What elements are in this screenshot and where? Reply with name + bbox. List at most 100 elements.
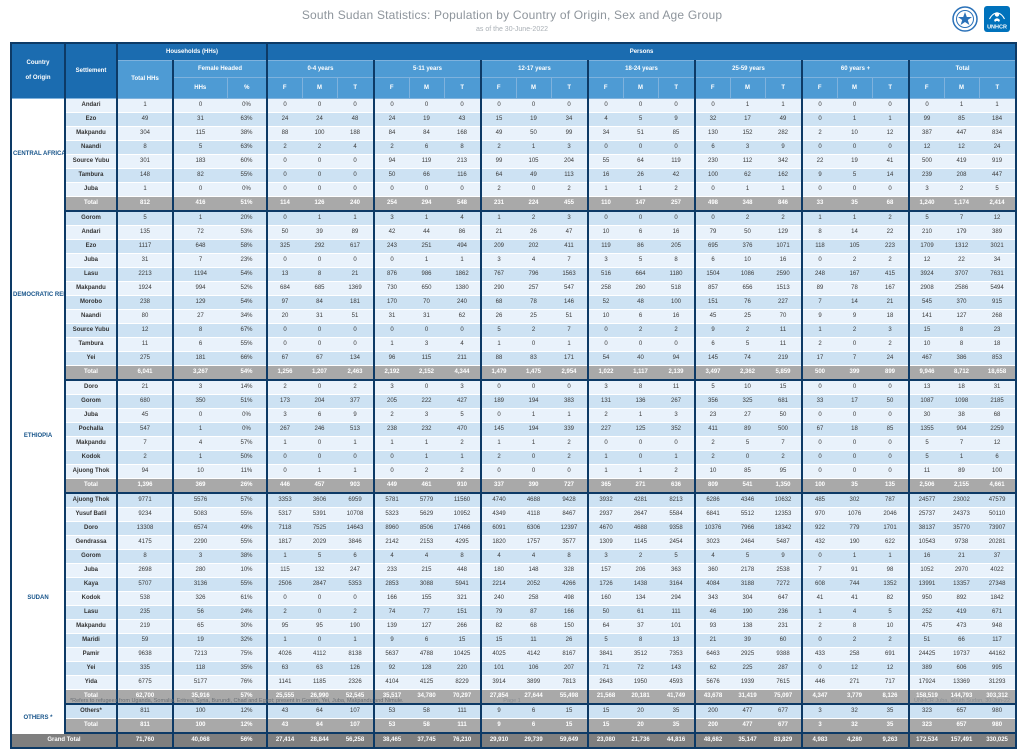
value-cell: 3021 (979, 239, 1017, 254)
value-cell: 294 (409, 196, 444, 212)
value-cell: 227 (588, 422, 623, 437)
value-cell: 1504 (695, 267, 730, 282)
value-cell: 33 (802, 394, 837, 409)
col-header-f: F (373, 77, 410, 99)
value-cell: 1 (337, 633, 375, 648)
value-cell: 146 (551, 295, 589, 310)
value-cell: 0 (516, 450, 551, 465)
value-cell: 8 (173, 323, 227, 338)
value-cell: 4 (516, 549, 551, 564)
value-cell: 85 (730, 464, 765, 479)
value-cell: 112 (730, 154, 765, 169)
value-cell: 4788 (409, 647, 444, 662)
value-cell: 2 (551, 182, 589, 197)
value-cell: 247 (337, 563, 375, 578)
value-cell: 11 (765, 337, 803, 352)
table-row: Kaya 5707 3136 55% 2506 2847 5353 2853 3088 5941 2… (11, 577, 1017, 592)
value-cell: 915 (979, 295, 1017, 310)
value-cell: 4104 (374, 675, 409, 690)
grand-total-value: 83,829 (765, 732, 803, 748)
settlement-cell: Andari (65, 225, 118, 240)
value-cell: 664 (623, 267, 658, 282)
value-cell: 232 (409, 422, 444, 437)
value-cell: 194 (516, 394, 551, 409)
value-cell: 8213 (658, 492, 696, 508)
table-body: Central African RepublicAndari100%000000… (11, 98, 1017, 748)
value-cell: 0 (623, 210, 658, 226)
value-cell: 95 (267, 619, 302, 634)
value-cell: 685 (302, 281, 337, 296)
value-cell: 118 (802, 239, 837, 254)
value-cell: 17924 (909, 675, 944, 690)
value-cell: 4 (588, 112, 623, 127)
value-cell: 0 (409, 182, 444, 197)
value-cell: 35 (658, 703, 696, 719)
value-cell: 853 (979, 351, 1017, 366)
value-cell: 10708 (337, 507, 375, 522)
value-cell: 268 (979, 309, 1017, 324)
value-cell: 339 (551, 422, 589, 437)
value-cell: 8 (444, 140, 482, 155)
value-cell: 5576 (173, 492, 227, 508)
value-cell: 1842 (979, 591, 1017, 606)
value-cell: 0 (267, 98, 302, 113)
value-cell: 0 (872, 182, 910, 197)
value-cell: 200 (695, 703, 730, 719)
value-cell: 248 (802, 267, 837, 282)
value-cell: 1 (409, 450, 444, 465)
value-cell: 50 (516, 126, 551, 141)
value-cell: 209 (481, 239, 516, 254)
value-cell: 85 (944, 112, 979, 127)
value-cell: 3 (267, 408, 302, 423)
table-row: Others * Others* 811 100 12% 43 64 107 53 58 111 9 6… (11, 703, 1017, 733)
value-cell: 6463 (695, 647, 730, 662)
value-cell: 54 (588, 351, 623, 366)
value-cell: 9428 (551, 492, 589, 508)
value-cell: 39 (302, 225, 337, 240)
value-cell: 75,097 (765, 689, 803, 705)
value-cell: 5353 (337, 577, 375, 592)
value-cell: 2,139 (658, 365, 696, 381)
value-cell: 5 (730, 436, 765, 451)
value-cell: 105 (837, 239, 872, 254)
value-cell: 21 (117, 379, 174, 395)
table-row: Morobo 238 129 54% 97 84 181 170 70 240 68 78 146 52 4… (11, 295, 1017, 310)
value-cell: 2 (551, 436, 589, 451)
col-header-m: M (515, 77, 552, 99)
value-cell: 10 (695, 464, 730, 479)
value-cell: 58 (409, 703, 444, 719)
value-cell: 7 (173, 253, 227, 268)
value-cell: 4118 (516, 507, 551, 522)
value-cell: 37 (979, 549, 1017, 564)
value-cell: 377 (337, 394, 375, 409)
value-cell: 787 (872, 492, 910, 508)
value-cell: 7 (837, 351, 872, 366)
value-cell: 267 (658, 394, 696, 409)
value-cell: 0 (837, 337, 872, 352)
section-total-row: Total 811 100 12% 43 64 107 53 58 111 9 6 15 15 20 35 20… (11, 718, 1017, 734)
value-cell: 1 (765, 98, 803, 113)
value-cell: 0% (227, 408, 268, 423)
value-cell: 9 (837, 309, 872, 324)
value-cell: 1 (117, 182, 174, 197)
value-cell: 3164 (658, 577, 696, 592)
table-row: Source Yubu 301 183 60% 0 0 0 94 119 213 99 105 204 5… (11, 154, 1017, 169)
value-cell: 111 (444, 703, 482, 719)
value-cell: 107 (337, 703, 375, 719)
value-cell: 205 (374, 394, 409, 409)
value-cell: 63% (227, 140, 268, 155)
value-cell: 271 (623, 478, 658, 494)
value-cell: 2590 (765, 267, 803, 282)
value-cell: 0 (337, 323, 375, 338)
value-cell: 0 (302, 253, 337, 268)
value-cell: 166 (374, 591, 409, 606)
value-cell: 5 (623, 253, 658, 268)
value-cell: 919 (979, 154, 1017, 169)
value-cell: 4,347 (802, 689, 837, 705)
value-cell: 267 (267, 422, 302, 437)
value-cell: 54% (227, 267, 268, 282)
value-cell: 58 (409, 718, 444, 734)
value-cell: 1 (516, 140, 551, 155)
value-cell: 5 (658, 549, 696, 564)
value-cell: 387 (909, 126, 944, 141)
